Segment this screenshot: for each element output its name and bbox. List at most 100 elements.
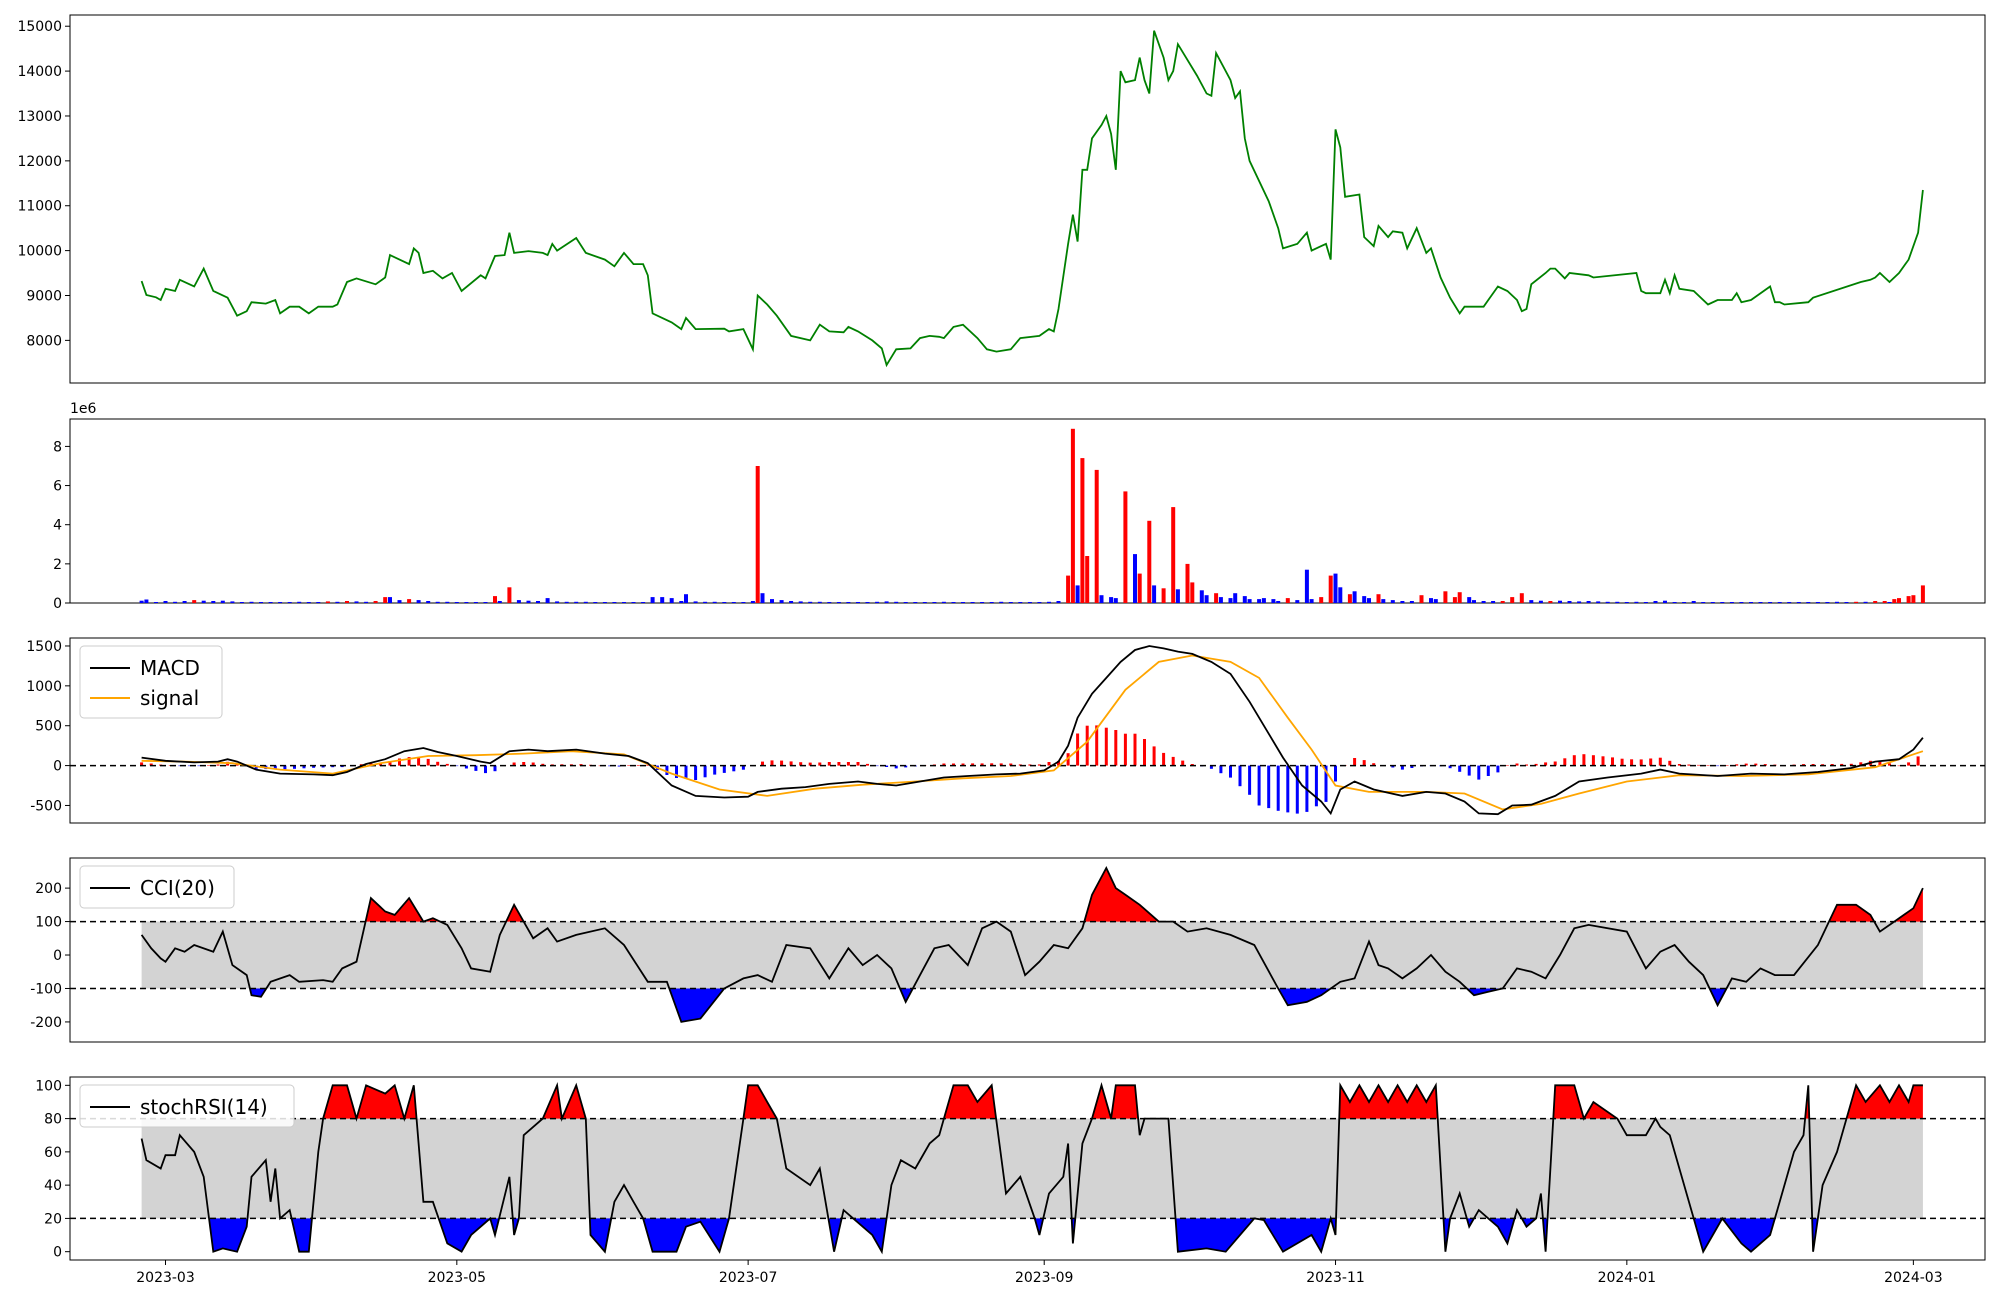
- macd-histogram-bar: [1448, 765, 1452, 769]
- macd-histogram-bar: [1830, 764, 1834, 766]
- volume-bar: [493, 596, 497, 603]
- stochrsi-oversold-fill: [853, 1218, 887, 1252]
- volume-bar: [1190, 582, 1195, 603]
- volume-bar: [163, 601, 168, 603]
- volume-bar: [1257, 599, 1262, 603]
- volume-bar: [325, 601, 330, 603]
- volume-bar: [1739, 602, 1744, 603]
- macd-histogram-bar: [512, 762, 516, 766]
- volume-bar: [650, 597, 655, 603]
- volume-bar: [483, 602, 488, 603]
- volume-bar: [1352, 591, 1357, 603]
- volume-bar: [1185, 563, 1190, 603]
- y-tick-label: 1000: [26, 679, 62, 695]
- macd-histogram-bar: [1009, 763, 1013, 766]
- stochrsi-oversold-fill: [209, 1218, 248, 1252]
- volume-bar: [602, 602, 607, 603]
- volume-bar: [961, 602, 965, 603]
- volume-bar: [435, 601, 440, 603]
- macd-histogram-bar: [818, 762, 822, 766]
- volume-bar: [297, 601, 302, 603]
- macd-histogram-bar: [1649, 758, 1653, 766]
- macd-histogram-bar: [455, 765, 459, 767]
- volume-bar: [1390, 600, 1395, 603]
- macd-histogram-bar: [1897, 765, 1901, 767]
- volume-bar: [779, 600, 784, 603]
- volume-bar: [1615, 601, 1620, 603]
- volume-bar: [894, 601, 899, 603]
- macd-histogram-bar: [1907, 762, 1911, 766]
- volume-bar: [1787, 602, 1792, 603]
- macd-histogram-bar: [1888, 763, 1891, 766]
- volume-bar: [1663, 600, 1667, 603]
- volume-bar: [1333, 573, 1338, 603]
- volume-bar: [989, 602, 994, 603]
- volume-bar: [1443, 591, 1448, 603]
- stochrsi-oversold-fill: [1488, 1218, 1515, 1244]
- y-tick-label: 100: [35, 1078, 62, 1094]
- macd-histogram-bar: [140, 762, 144, 766]
- y-tick-label: 2: [53, 557, 62, 573]
- legend-label: CCI(20): [140, 876, 215, 900]
- x-tick-label: 2023-11: [1306, 1270, 1365, 1286]
- volume-bar: [1242, 596, 1247, 603]
- stochrsi-overbought-fill: [323, 1085, 357, 1119]
- stochrsi-neutral-band: [141, 1118, 1923, 1219]
- volume-bar: [1109, 597, 1114, 603]
- volume-bar: [1749, 602, 1753, 603]
- volume-bar: [1854, 601, 1859, 603]
- volume-bar: [526, 600, 531, 603]
- y-tick-label: 20: [44, 1211, 62, 1227]
- volume-bar: [1037, 602, 1042, 603]
- volume-bar: [593, 602, 598, 603]
- volume-bar: [364, 601, 369, 603]
- macd-histogram-bar: [1267, 765, 1271, 809]
- volume-bar: [1825, 602, 1830, 603]
- volume-bar: [1500, 601, 1505, 603]
- macd-histogram-bar: [187, 765, 191, 767]
- volume-bar: [454, 602, 459, 603]
- volume-bar: [922, 602, 927, 603]
- legend: stochRSI(14): [79, 1084, 295, 1128]
- macd-histogram-bar: [1572, 755, 1576, 766]
- volume-bar: [564, 601, 569, 603]
- volume-bar: [497, 601, 502, 603]
- volume-bar: [426, 601, 431, 603]
- volume-bar: [1075, 585, 1080, 603]
- cci-overbought-fill: [1829, 904, 1875, 922]
- macd-histogram-bar: [1477, 765, 1481, 780]
- macd-histogram-bar: [636, 765, 640, 766]
- volume-bar: [1066, 575, 1071, 603]
- volume-bar: [875, 601, 880, 603]
- volume-bar: [1538, 600, 1543, 603]
- macd-histogram-bar: [1257, 765, 1261, 806]
- volume-bar: [1691, 601, 1696, 603]
- volume-bar: [1319, 597, 1324, 603]
- volume-bar: [951, 602, 956, 603]
- volume-bar: [817, 601, 822, 603]
- macd-histogram-bar: [1181, 760, 1185, 766]
- macd-histogram-bar: [484, 765, 487, 774]
- cci-line: [140, 865, 1924, 1023]
- macd-histogram-bar: [398, 758, 401, 766]
- macd-histogram-bar: [646, 764, 650, 766]
- stochrsi-overbought-fill: [1846, 1085, 1923, 1119]
- macd-histogram-bar: [703, 765, 707, 778]
- volume-bar: [182, 601, 187, 603]
- macd-histogram-bar: [942, 763, 946, 766]
- volume-bar: [789, 601, 794, 603]
- y-tick-label: 15000: [17, 19, 62, 35]
- price-panel: 8000 9000 10000 11000 12000 13000 14000 15000: [17, 14, 1986, 384]
- volume-bar: [1085, 556, 1090, 603]
- x-tick-label: 2024-01: [1598, 1270, 1657, 1286]
- volume-bar: [1080, 458, 1085, 603]
- cci-oversold-fill: [669, 988, 725, 1022]
- volume-bar: [1008, 602, 1013, 603]
- macd-histogram-bar: [1295, 765, 1299, 814]
- volume-bar: [1338, 587, 1343, 603]
- macd-histogram-bar: [1591, 755, 1595, 766]
- macd-histogram-bar: [780, 760, 784, 766]
- volume-bar: [1328, 575, 1333, 603]
- volume-bar: [1056, 601, 1061, 603]
